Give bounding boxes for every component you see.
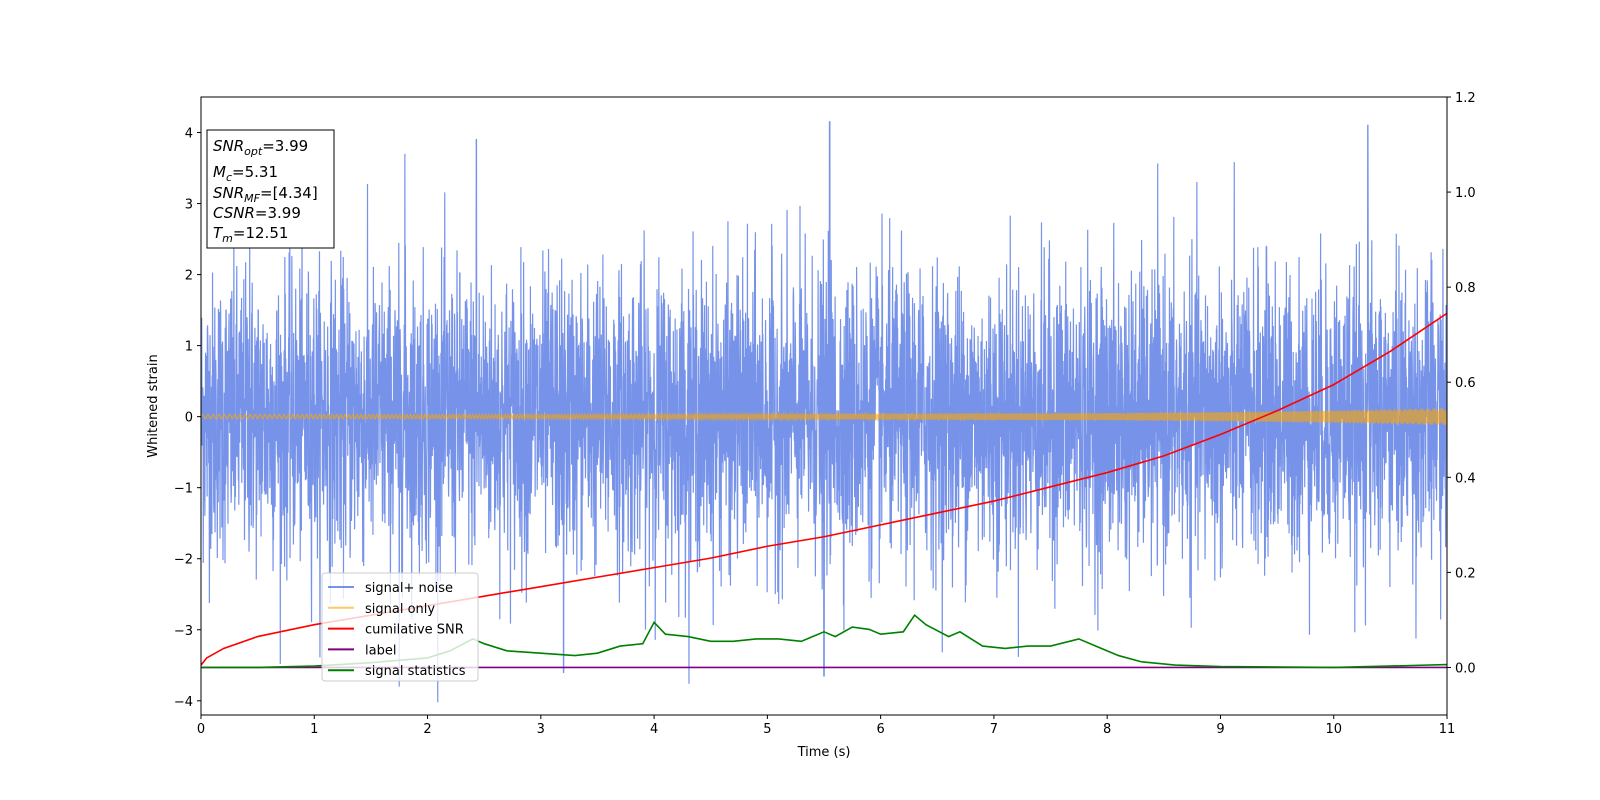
y-tick-label: 3 [185,198,193,213]
x-tick-label: 10 [1325,722,1342,737]
x-tick-label: 4 [650,722,658,737]
x-axis: 0 1 2 3 4 5 6 7 8 9 10 11 [197,715,1455,737]
info-snr-mf-sym: SNR [213,184,244,202]
legend: signal+ noise signal only cumilative SNR la… [321,572,479,682]
y-tick-label: −2 [174,553,193,568]
y-tick-label: 4 [185,127,193,142]
info-csnr: CSNR=3.99 [213,204,301,222]
x-tick-label: 3 [537,722,545,737]
axes-frame [200,96,1448,716]
y-tick-label: 2 [185,269,193,284]
y2-tick-label: 1.2 [1455,91,1476,106]
legend-label: signal statistics [365,664,466,679]
y2-tick-label: 0.6 [1455,376,1476,391]
x-tick-label: 0 [197,722,205,737]
info-csnr-sym: CSNR [213,204,255,222]
x-tick-label: 7 [990,722,998,737]
info-tm-value: =12.51 [233,224,289,242]
info-box-frame [206,129,335,249]
info-snr-mf-sub: MF [244,192,260,205]
x-tick-label: 11 [1439,722,1456,737]
info-csnr-value: =3.99 [255,204,301,222]
y2-tick-label: 1.0 [1455,186,1476,201]
x-tick-label: 2 [423,722,431,737]
info-snr-opt-sub: opt [244,145,263,158]
info-snr-mf: SNRMF=[4.34] [213,184,318,205]
legend-frame [321,572,479,682]
y-tick-label: 1 [185,340,193,355]
x-tick-label: 8 [1103,722,1111,737]
info-mc-value: =5.31 [232,163,278,181]
y-tick-label: 0 [185,411,193,426]
series-signal-only [201,408,1447,426]
x-tick-label: 6 [876,722,884,737]
series-signal-noise [201,121,1447,703]
info-box: SNRopt=3.99 Mc=5.31 SNRMF=[4.34] CSNR=3.… [206,129,335,249]
info-snr-opt-sym: SNR [213,137,244,155]
legend-label: signal only [365,602,435,617]
info-snr-opt: SNRopt=3.99 [213,137,308,158]
x-tick-label: 1 [310,722,318,737]
y2-tick-label: 0.8 [1455,281,1476,296]
series-cumulative-snr [201,312,1447,666]
legend-label: signal+ noise [365,581,453,596]
y2-tick-label: 0.0 [1455,661,1476,676]
info-mc-sym: M [213,163,226,181]
x-tick-label: 5 [763,722,771,737]
y2-tick-label: 0.2 [1455,566,1476,581]
series-signal-statistics [201,613,1447,669]
legend-label: label [365,643,396,658]
info-tm-sub: m [222,232,233,245]
info-snr-mf-value: =[4.34] [260,184,318,202]
y2-tick-label: 0.4 [1455,471,1476,486]
y-axis-label: Whitened strain [146,354,161,457]
y-axis-right: 0.0 0.2 0.4 0.6 0.8 1.0 1.2 [1447,91,1476,676]
y-tick-label: −4 [174,695,193,710]
x-axis-label: Time (s) [797,745,851,760]
legend-label: cumilative SNR [365,623,464,638]
info-mc-sub: c [226,171,232,184]
info-tm-sym: T [213,224,224,242]
info-tm: Tm=12.51 [213,224,288,245]
info-snr-opt-value: =3.99 [262,137,308,155]
y-tick-label: −3 [174,624,193,639]
info-mc: Mc=5.31 [213,163,278,184]
x-tick-label: 9 [1216,722,1224,737]
y-axis-left: −4 −3 −2 −1 0 1 2 3 4 [174,127,201,710]
y-tick-label: −1 [174,482,193,497]
